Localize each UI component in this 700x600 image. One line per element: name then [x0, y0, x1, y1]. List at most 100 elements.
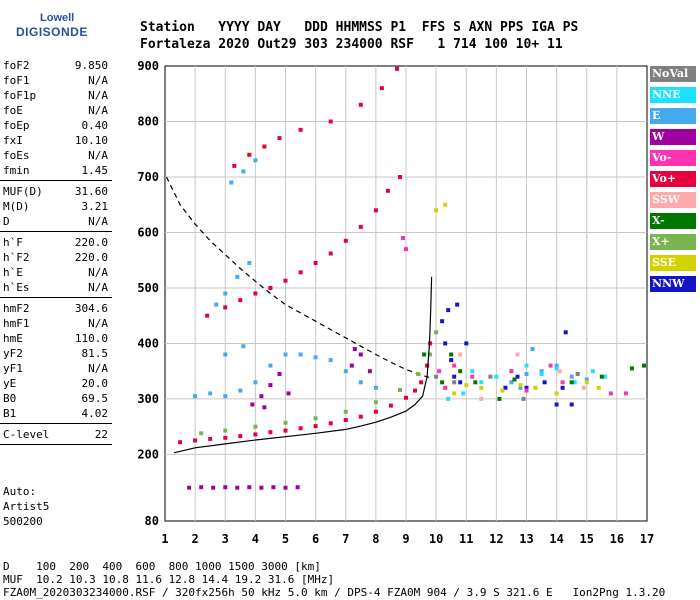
legend-item: W — [650, 129, 696, 145]
param-label: B0 — [3, 392, 17, 405]
y-tick-label: 500 — [137, 281, 159, 295]
legend-item: NoVal — [650, 66, 696, 82]
param-separator — [0, 444, 112, 445]
data-point — [343, 409, 348, 414]
data-point — [554, 402, 559, 407]
legend: NoVal NNE E W Vo- Vo+ SSW X- X+ SSE NNW — [650, 66, 696, 297]
data-point — [271, 485, 276, 490]
data-point — [446, 396, 451, 401]
param-row: M(D) 3.21 — [0, 199, 112, 214]
data-point — [343, 418, 348, 422]
param-row: hmF2 304.6 — [0, 301, 112, 316]
param-label: hmF1 — [3, 317, 30, 330]
data-point — [560, 385, 565, 390]
data-point — [401, 236, 405, 240]
legend-item: NNW — [650, 276, 696, 292]
data-point — [268, 286, 273, 290]
muf-curve — [165, 176, 431, 379]
param-row: h`Es N/A — [0, 280, 112, 295]
param-label: fmin — [3, 164, 30, 177]
param-row: B0 69.5 — [0, 391, 112, 406]
legend-item: SSE — [650, 255, 696, 271]
auto-label: Auto: — [3, 485, 37, 498]
data-point — [428, 352, 433, 357]
x-tick-label: 16 — [610, 532, 624, 546]
data-point — [515, 374, 520, 379]
footer-file-info: FZA0M_2020303234000.RSF / 320fx256h 50 k… — [3, 586, 666, 599]
data-point — [241, 169, 246, 174]
data-point — [223, 291, 228, 296]
data-point — [313, 416, 318, 421]
x-tick-label: 9 — [402, 532, 409, 546]
data-point — [286, 391, 291, 396]
data-point — [554, 366, 559, 371]
data-point — [358, 224, 363, 229]
data-point — [479, 380, 484, 385]
data-point — [178, 440, 183, 445]
param-label: h`F — [3, 236, 23, 249]
x-tick-label: 6 — [312, 532, 319, 546]
data-point — [352, 347, 357, 351]
y-tick-label: 600 — [137, 225, 159, 239]
data-point — [358, 380, 363, 385]
data-point — [542, 380, 547, 385]
data-point — [268, 383, 273, 388]
param-row: foEp 0.40 — [0, 118, 112, 133]
legend-item: X- — [650, 213, 696, 229]
data-point — [557, 369, 562, 374]
param-value: 220.0 — [74, 251, 108, 264]
data-point — [235, 485, 240, 490]
param-label: foF1p — [3, 89, 37, 102]
data-point — [449, 358, 454, 363]
legend-item: E — [650, 108, 696, 124]
data-point — [446, 308, 451, 313]
param-label: foEp — [3, 119, 30, 132]
data-point — [449, 352, 454, 357]
data-point — [343, 369, 348, 374]
data-point — [247, 485, 252, 490]
data-point — [268, 430, 273, 435]
data-point — [452, 363, 457, 368]
data-point — [253, 424, 258, 429]
y-tick-label: 200 — [137, 447, 159, 461]
param-value: N/A — [88, 74, 108, 87]
param-value: 20.0 — [81, 377, 109, 390]
profile-curve — [173, 276, 433, 454]
param-value: N/A — [88, 89, 108, 102]
data-point — [470, 374, 475, 379]
data-point — [434, 330, 439, 335]
data-point — [262, 405, 267, 410]
data-point — [479, 396, 484, 401]
data-point — [343, 238, 348, 243]
data-point — [515, 352, 520, 357]
x-tick-label: 5 — [282, 532, 289, 546]
data-point — [518, 385, 523, 390]
param-row: yF2 81.5 — [0, 346, 112, 361]
data-point — [443, 202, 448, 207]
data-point — [434, 374, 439, 379]
data-point — [358, 102, 363, 107]
param-label: foF2 — [3, 59, 30, 72]
data-point — [602, 374, 607, 379]
data-point — [524, 372, 529, 376]
param-value: N/A — [88, 317, 108, 330]
param-row: h`F2 220.0 — [0, 250, 112, 265]
footer-distance-row: D 100 200 400 600 800 1000 1500 3000 [km… — [3, 560, 321, 573]
data-point — [524, 388, 529, 393]
param-value: 110.0 — [74, 332, 108, 345]
param-label: foE — [3, 104, 23, 117]
param-value: 3.21 — [81, 200, 109, 213]
y-tick-label: 800 — [137, 114, 159, 128]
param-separator — [0, 297, 112, 298]
data-point — [253, 432, 258, 437]
param-row: foF1 N/A — [0, 73, 112, 88]
param-label: foEs — [3, 149, 30, 162]
legend-item: Vo+ — [650, 171, 696, 187]
data-point — [642, 363, 646, 368]
data-point — [572, 380, 577, 385]
x-tick-label: 13 — [519, 532, 533, 546]
data-point — [608, 391, 613, 396]
y-tick-label: 900 — [137, 59, 159, 73]
y-tick-label: 300 — [137, 392, 159, 406]
data-point — [253, 380, 258, 385]
